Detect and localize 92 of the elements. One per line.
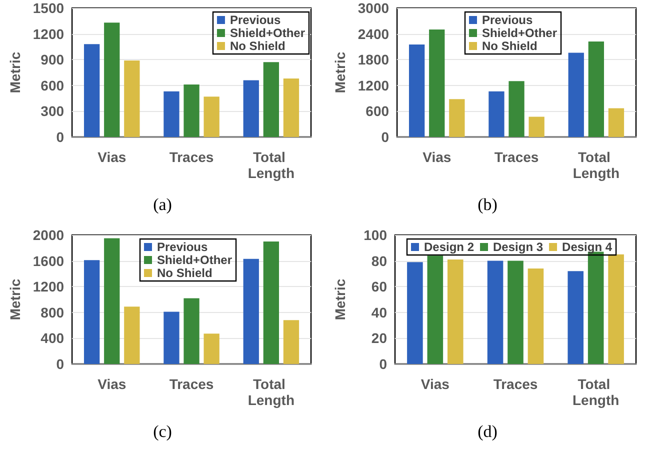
y-tick-label: 0 — [379, 356, 388, 372]
y-tick-label: 3000 — [358, 0, 390, 16]
bar — [487, 260, 504, 364]
y-tick-label: 1200 — [32, 278, 64, 295]
y-tick-label: 900 — [40, 52, 64, 68]
x-tick-label: Vias — [420, 376, 450, 392]
text: (d) — [478, 422, 498, 441]
bar — [84, 44, 100, 137]
y-tick-label: 1200 — [358, 77, 390, 94]
legend-label: Previous — [230, 13, 281, 27]
x-tick-label: Total Length — [248, 376, 294, 408]
y-tick-label: 1500 — [32, 0, 64, 16]
bar — [528, 268, 544, 364]
y-tick-label: 600 — [366, 103, 390, 120]
y-tick-label: 1600 — [32, 252, 64, 269]
bar — [104, 238, 120, 364]
bar — [588, 252, 604, 364]
bar — [243, 258, 259, 364]
bar — [204, 334, 220, 364]
y-tick-label: 100 — [364, 227, 388, 243]
x-tick-label: Traces — [493, 376, 538, 392]
bar — [263, 62, 280, 137]
y-axis-title: Metric — [7, 278, 23, 320]
bar — [427, 256, 444, 364]
bar — [568, 52, 584, 137]
x-tick-label: Traces — [494, 149, 539, 165]
x-tick-label: Vias — [98, 149, 126, 165]
text: (b) — [478, 195, 498, 214]
legend-label: No Shield — [482, 39, 538, 53]
y-tick-label: 400 — [40, 330, 64, 346]
y-axis-title: Metric — [7, 52, 23, 94]
y-tick-label: 2000 — [32, 227, 64, 243]
legend-label: Design 4 — [562, 240, 612, 254]
legend-label: Design 3 — [493, 240, 544, 254]
bar — [508, 81, 524, 137]
legend-label: Previous — [157, 240, 208, 254]
x-tick-label: Traces — [169, 149, 214, 165]
y-axis-title: Metric — [332, 52, 348, 94]
y-tick-label: 0 — [56, 356, 64, 372]
bar — [407, 262, 423, 364]
bar — [204, 96, 220, 137]
bar — [283, 320, 300, 364]
y-tick-label: 0 — [381, 129, 390, 145]
text: (a) — [153, 195, 172, 214]
bar — [528, 116, 544, 137]
text: (c) — [153, 422, 172, 441]
x-tick-label: Traces — [169, 376, 214, 392]
bar — [608, 108, 624, 137]
bar — [449, 99, 465, 137]
y-axis-title: Metric — [332, 278, 348, 320]
bar — [124, 306, 140, 364]
bar — [243, 80, 259, 137]
x-tick-label: Total Length — [572, 376, 620, 408]
y-tick-label: 1200 — [32, 26, 64, 42]
bar — [84, 260, 100, 364]
bar — [429, 30, 445, 137]
y-tick-label: 40 — [371, 304, 388, 320]
x-tick-label: Total Length — [248, 149, 294, 181]
legend-label: No Shield — [157, 266, 212, 280]
x-tick-label: Vias — [98, 376, 126, 392]
y-tick-label: 800 — [40, 304, 64, 320]
bar — [283, 78, 300, 137]
bar — [608, 254, 624, 364]
y-tick-label: 2400 — [358, 26, 390, 42]
y-tick-label: 600 — [40, 77, 64, 94]
legend-label: Shield+Other — [482, 26, 558, 40]
legend-label: No Shield — [230, 39, 286, 53]
bar — [447, 260, 464, 364]
bar — [184, 84, 200, 137]
y-tick-label: 60 — [371, 278, 388, 295]
bar — [488, 91, 504, 137]
y-tick-label: 1800 — [358, 52, 390, 68]
bar — [408, 44, 425, 137]
bar — [124, 60, 140, 137]
y-tick-label: 20 — [371, 330, 388, 346]
x-tick-label: Total Length — [572, 149, 620, 181]
bar — [508, 260, 524, 364]
legend-label: Previous — [482, 13, 534, 27]
y-tick-label: 300 — [40, 103, 64, 120]
bar — [568, 271, 584, 364]
y-tick-label: 0 — [56, 129, 64, 145]
x-tick-label: Vias — [422, 149, 452, 165]
bar — [104, 22, 120, 137]
y-tick-label: 80 — [371, 252, 388, 269]
bar — [588, 42, 604, 137]
bar — [184, 298, 200, 364]
legend-label: Design 2 — [424, 240, 474, 254]
bar — [263, 241, 280, 364]
legend-label: Shield+Other — [157, 253, 232, 267]
legend-label: Shield+Other — [230, 26, 306, 40]
bar — [164, 91, 180, 137]
bar — [164, 312, 180, 364]
